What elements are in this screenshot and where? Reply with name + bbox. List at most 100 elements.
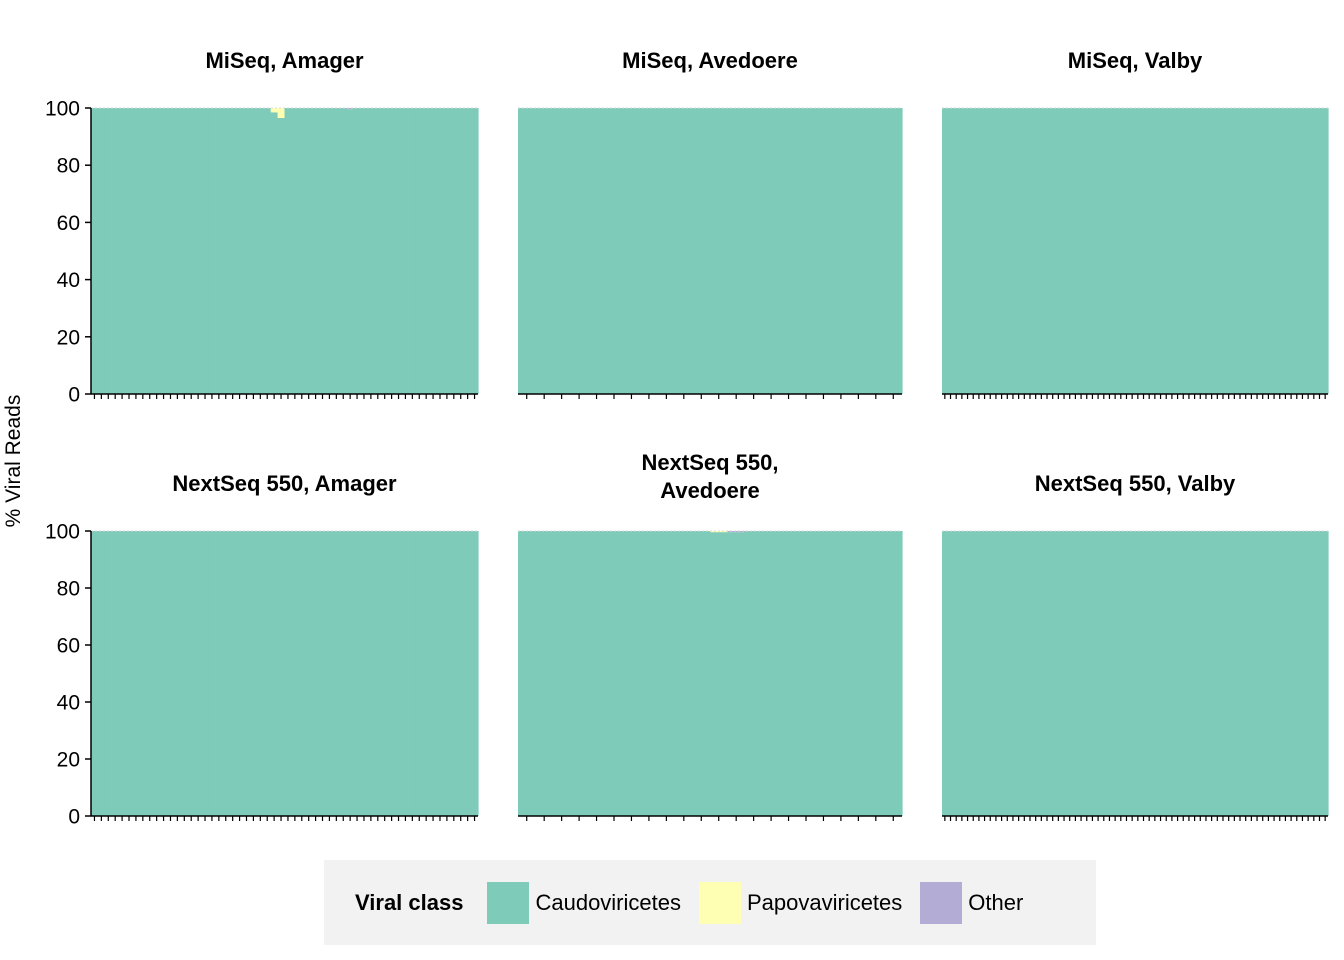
bar-caudoviricetes xyxy=(814,531,833,816)
bar-caudoviricetes xyxy=(1276,108,1284,394)
bar-caudoviricetes xyxy=(1163,108,1170,394)
bar-caudoviricetes xyxy=(1032,531,1040,816)
bar-caudoviricetes xyxy=(132,531,140,816)
bar-caudoviricetes xyxy=(993,531,1000,816)
bar-caudoviricetes xyxy=(1237,108,1244,394)
bar-caudoviricetes xyxy=(388,108,396,394)
bar-caudoviricetes xyxy=(429,531,438,816)
bar-caudoviricetes xyxy=(415,531,424,816)
bar-caudoviricetes xyxy=(298,108,306,394)
panel-title: NextSeq 550, xyxy=(642,450,779,475)
bar-caudoviricetes xyxy=(1140,108,1147,394)
y-tick-label: 60 xyxy=(57,212,80,235)
bar-caudoviricetes xyxy=(229,108,237,394)
bar-caudoviricetes xyxy=(381,108,389,394)
bar-caudoviricetes xyxy=(1027,531,1034,816)
bar-caudoviricetes xyxy=(1225,108,1233,394)
bar-caudoviricetes xyxy=(832,108,851,394)
bar-caudoviricetes xyxy=(153,531,161,816)
bar-caudoviricetes xyxy=(1021,108,1028,394)
y-tick-label: 60 xyxy=(57,635,80,658)
bar-caudoviricetes xyxy=(849,108,868,394)
bar-caudoviricetes xyxy=(1248,531,1255,816)
y-tick-label: 100 xyxy=(45,98,80,121)
y-tick-label: 20 xyxy=(57,749,80,772)
bar-caudoviricetes xyxy=(208,108,216,394)
legend-swatch-papovaviricetes xyxy=(698,881,741,924)
bar-caudoviricetes xyxy=(111,108,120,394)
bar-caudoviricetes xyxy=(1146,531,1153,816)
bar-caudoviricetes xyxy=(1100,108,1108,394)
bar-caudoviricetes xyxy=(1049,531,1057,816)
bar-caudoviricetes xyxy=(1169,531,1176,816)
bar-caudoviricetes xyxy=(201,108,210,394)
bar-caudoviricetes xyxy=(535,531,554,816)
bar-caudoviricetes xyxy=(1100,531,1108,816)
bar-caudoviricetes xyxy=(587,531,606,816)
bar-caudoviricetes xyxy=(360,108,369,394)
bar-caudoviricetes xyxy=(953,108,960,394)
bar-caudoviricetes xyxy=(884,108,903,394)
bar-caudoviricetes xyxy=(1044,108,1051,394)
bar-caudoviricetes xyxy=(160,108,168,394)
bar-caudoviricetes xyxy=(187,108,196,394)
bar-caudoviricetes xyxy=(744,531,763,816)
bar-caudoviricetes xyxy=(1310,531,1318,816)
bar-caudoviricetes xyxy=(1089,108,1096,394)
bar-caudoviricetes xyxy=(91,531,99,816)
bar-caudoviricetes xyxy=(1276,531,1284,816)
y-tick-label: 0 xyxy=(68,384,80,407)
legend-swatch-other xyxy=(920,881,963,924)
bar-caudoviricetes xyxy=(1044,531,1051,816)
bar-caudoviricetes xyxy=(1288,108,1295,394)
bar-caudoviricetes xyxy=(1038,531,1045,816)
bar-caudoviricetes xyxy=(1271,108,1278,394)
bar-caudoviricetes xyxy=(1112,531,1119,816)
bar-caudoviricetes xyxy=(346,109,355,395)
panel-title: MiSeq, Valby xyxy=(1068,48,1203,73)
bar-caudoviricetes xyxy=(1010,108,1017,394)
bar-caudoviricetes xyxy=(727,108,746,394)
bar-caudoviricetes xyxy=(1152,108,1159,394)
bar-papovaviricetes xyxy=(277,108,286,119)
bar-caudoviricetes xyxy=(146,108,154,394)
panel-title: NextSeq 550, Amager xyxy=(172,471,397,496)
bar-caudoviricetes xyxy=(160,531,168,816)
bar-caudoviricetes xyxy=(471,531,479,816)
bar-caudoviricetes xyxy=(1305,108,1312,394)
bar-caudoviricetes xyxy=(457,108,465,394)
bar-caudoviricetes xyxy=(1254,108,1261,394)
bar-caudoviricetes xyxy=(111,531,120,816)
y-tick-label: 80 xyxy=(57,155,80,178)
bar-caudoviricetes xyxy=(1174,108,1182,394)
bar-caudoviricetes xyxy=(139,108,147,394)
bar-caudoviricetes xyxy=(1180,108,1187,394)
bar-caudoviricetes xyxy=(1112,108,1119,394)
bar-caudoviricetes xyxy=(1220,531,1227,816)
bar-caudoviricetes xyxy=(1316,108,1323,394)
bar-caudoviricetes xyxy=(998,531,1006,816)
bar-caudoviricetes xyxy=(1117,108,1125,394)
panel-4: NextSeq 550, Amager 0 20 40 60 80 100 xyxy=(45,471,479,829)
bar-caudoviricetes xyxy=(1083,531,1091,816)
bar-caudoviricetes xyxy=(1066,531,1074,816)
y-axis-label: % Viral Reads xyxy=(2,395,25,528)
bar-caudoviricetes xyxy=(139,531,147,816)
bar-caudoviricetes xyxy=(692,531,711,816)
bar-caudoviricetes xyxy=(1123,531,1130,816)
bar-caudoviricetes xyxy=(1146,108,1153,394)
bar-caudoviricetes xyxy=(104,108,113,394)
bar-caudoviricetes xyxy=(1237,531,1244,816)
bar-caudoviricetes xyxy=(236,531,244,816)
y-tick-label: 100 xyxy=(45,521,80,544)
bar-caudoviricetes xyxy=(1157,108,1164,394)
bar-caudoviricetes xyxy=(263,108,272,394)
bar-caudoviricetes xyxy=(215,531,223,816)
bar-caudoviricetes xyxy=(464,531,472,816)
bar-caudoviricetes xyxy=(312,108,320,394)
bar-caudoviricetes xyxy=(1180,531,1187,816)
bar-caudoviricetes xyxy=(1248,108,1255,394)
bar-caudoviricetes xyxy=(194,108,203,394)
legend-label-other: Other xyxy=(968,889,1024,915)
bar-caudoviricetes xyxy=(167,531,175,816)
